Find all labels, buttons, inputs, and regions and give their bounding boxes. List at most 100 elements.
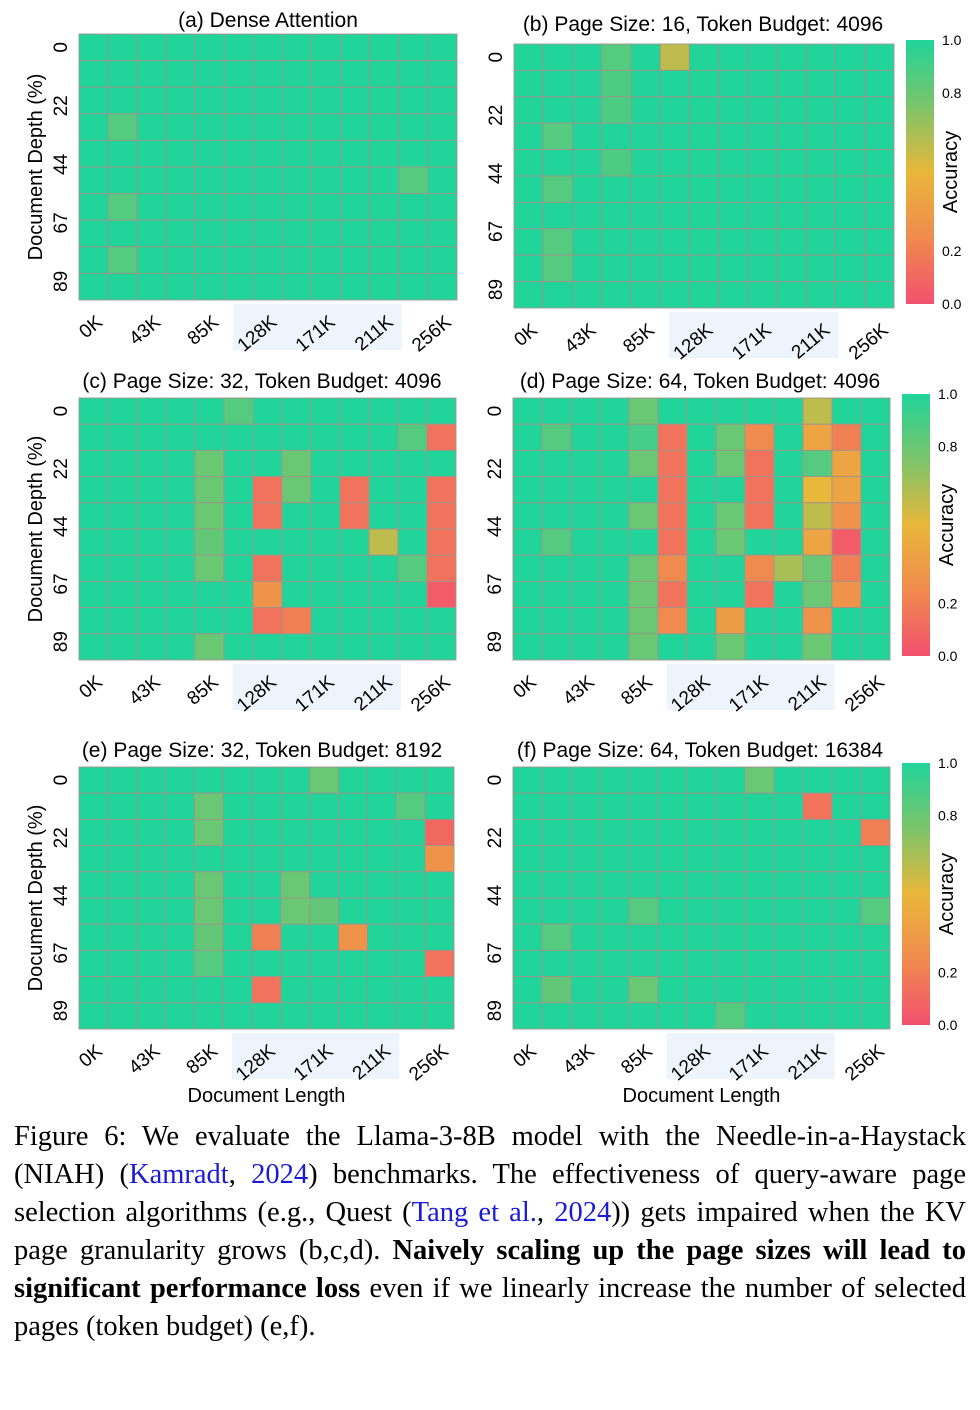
heatmap-cell [715,1002,746,1030]
heatmap-cell [222,897,253,925]
heatmap-cell [367,766,397,794]
heatmap-cell [831,476,862,504]
heatmap-cell [136,871,166,899]
heatmap-cell [107,246,138,274]
heatmap-cell [280,871,311,899]
y-tick-label: 22 [485,827,506,848]
heatmap-cell [136,766,166,794]
heatmap-cell [281,580,312,609]
x-tick-label: 256K [841,1041,889,1086]
heatmap-cell [773,633,804,661]
heatmap-cell [136,845,166,873]
heatmap-cell [773,1002,804,1030]
heatmap-cell [805,149,836,177]
heatmap-cell [835,149,866,177]
heatmap-cell [570,580,601,609]
heatmap-cell [310,502,341,530]
heatmap-cell [165,1002,195,1030]
heatmap-cell [424,976,455,1004]
heatmap-cell [718,281,749,309]
y-tick-label: 44 [51,153,72,175]
heatmap-cell [194,33,225,62]
citation-tang-year[interactable]: 2024 [554,1197,612,1228]
heatmap-cell [78,528,109,556]
heatmap-cell [165,580,196,609]
heatmap-cell [165,193,196,221]
heatmap-cell [223,580,254,609]
citation-kamradt-year[interactable]: 2024 [251,1159,309,1190]
heatmap-cell [251,949,282,978]
heatmap-cell [659,201,690,230]
heatmap-cell [657,502,688,530]
heatmap-cell [572,122,603,151]
heatmap-cell [194,633,225,661]
heatmap-cell [541,449,572,478]
heatmap-cell [78,580,109,609]
citation-kamradt-author[interactable]: Kamradt [128,1159,229,1190]
colorbar-label: Accuracy [936,484,958,566]
heatmap-cell [570,1002,601,1030]
heatmap-cell [78,949,109,978]
heatmap-cell [165,397,196,425]
heatmap-cell [426,633,457,661]
heatmap-cell [165,949,195,978]
heatmap-cell [744,818,775,847]
heatmap-cell [107,897,138,925]
heatmap-cell [512,554,543,582]
citation-tang-author[interactable]: Tang et al. [411,1197,537,1228]
x-tick-label: 0K [509,1041,541,1072]
heatmap-cell [512,818,543,847]
heatmap-cell [340,246,371,274]
heatmap-cell [831,449,862,478]
heatmap-cell [570,976,601,1004]
heatmap-cell [339,476,370,504]
heatmap-cell [136,113,167,141]
heatmap-cell [395,871,426,899]
heatmap-cell [860,502,891,530]
heatmap-cell [339,607,370,635]
heatmap-cell [860,633,891,661]
heatmap-cell [657,449,688,478]
heatmap-cell [424,818,455,847]
x-tick-label: 256K [408,312,456,357]
heatmap-cell [310,528,341,556]
heatmap-cell [601,96,632,124]
heatmap-cell [165,476,196,504]
heatmap-cell [395,1002,426,1030]
heatmap-cell [860,423,891,451]
heatmap-cell [864,281,895,309]
heatmap-cell [395,923,426,951]
heatmap-cell [657,607,688,635]
heatmap-cell [78,139,109,168]
heatmap-cell [194,502,225,530]
heatmap-cell [831,580,862,609]
heatmap-cell [512,476,543,504]
heatmap-cell [541,633,572,661]
heatmap-cell [397,633,428,661]
x-tick-label: 0K [75,1041,107,1072]
heatmap-cell [659,175,690,203]
heatmap-cell [222,949,253,978]
heatmap-cell [718,122,749,151]
heatmap-cell [281,607,312,635]
heatmap-cell [136,897,166,925]
heatmap-cell [773,528,804,556]
heatmap-cell [686,949,717,978]
heatmap-cell [424,792,455,820]
heatmap-cell [223,554,254,582]
x-axis-label: Document Length [188,1085,346,1107]
heatmap-cell [570,528,601,556]
heatmap-cell [338,923,368,951]
heatmap-cell [107,272,138,301]
heatmap-cell [599,792,630,820]
y-axis-label: Document Depth (%) [25,74,47,261]
heatmap-cell [252,449,283,478]
heatmap-cell [657,845,688,873]
heatmap-cell [309,766,340,794]
heatmap-cell [193,818,224,847]
heatmap-cell [628,607,659,635]
heatmap-cell [136,633,167,661]
heatmap-cell [831,949,862,978]
heatmap-cell [747,122,778,151]
